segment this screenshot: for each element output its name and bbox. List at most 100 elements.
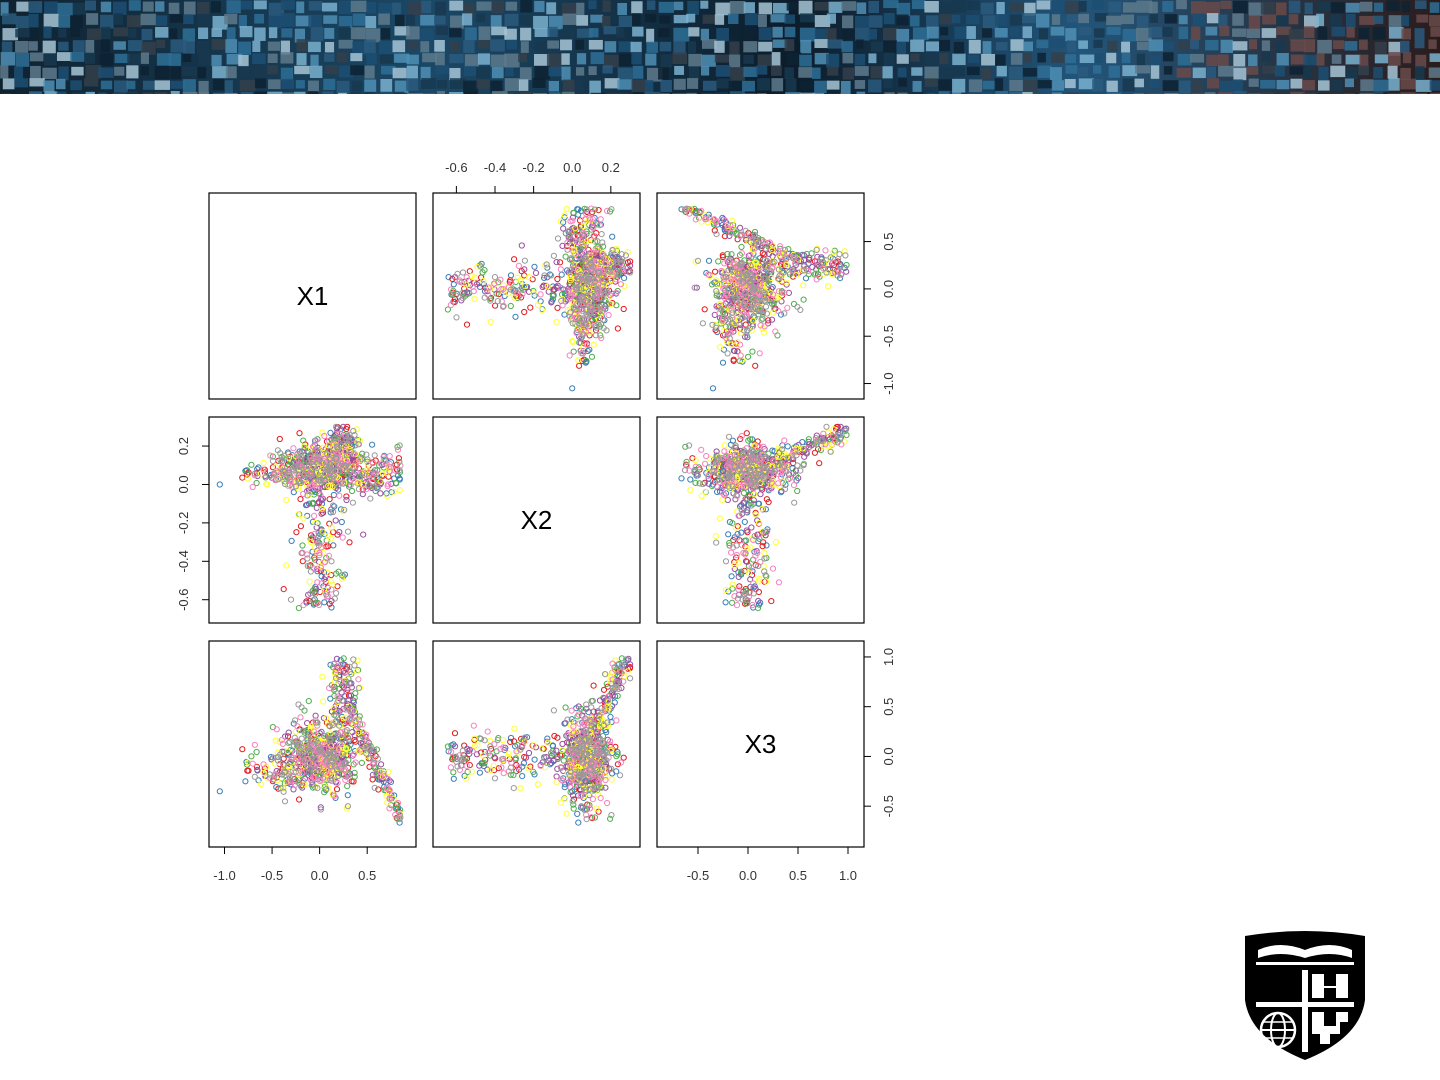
data-point [566,352,573,359]
data-point [336,722,343,729]
data-point [745,593,753,600]
data-point [785,246,792,253]
data-point [317,804,324,811]
data-point [578,334,585,341]
data-point [317,476,324,483]
data-point [314,520,321,527]
data-point [757,491,764,498]
data-point [723,474,730,481]
data-point [296,796,303,803]
data-point [781,246,789,253]
data-point [731,451,738,458]
data-point [583,267,590,274]
data-point [718,267,725,275]
scatter-panel-X1-vs-X2 [444,205,634,392]
data-point [712,321,719,329]
data-point [761,289,768,296]
data-point [569,338,576,345]
data-point [594,291,601,298]
data-point [729,483,736,490]
data-point [576,362,583,369]
data-point [752,256,759,263]
data-point [248,461,255,468]
data-point [534,302,542,309]
data-point [344,803,351,810]
data-point [308,782,315,789]
data-point [305,462,313,469]
data-point [507,734,515,742]
data-point [743,307,750,314]
data-point [615,270,622,277]
data-point [452,292,459,299]
data-point [781,310,788,317]
data-point [310,565,318,572]
data-point [260,761,267,768]
data-point [327,429,334,436]
data-point [357,456,364,463]
data-point [306,598,313,605]
data-point [728,573,735,580]
data-point [731,562,738,569]
data-point [742,227,749,234]
data-point [274,757,281,764]
data-point [812,435,820,442]
data-point [281,798,289,805]
data-point [588,353,596,360]
data-point [800,296,807,303]
data-point [720,216,727,223]
data-point [747,576,754,583]
data-point [298,735,305,742]
data-point [481,267,488,274]
data-point [779,289,786,296]
data-point [451,299,458,306]
data-point [728,229,735,236]
data-point [328,578,335,585]
data-point [518,242,525,249]
data-point [545,288,552,295]
data-point [270,470,278,477]
data-point [750,456,757,463]
data-point [335,697,342,704]
data-point [363,750,370,757]
data-point [530,290,537,297]
data-point [354,657,361,664]
data-point [765,499,772,506]
data-point [297,479,305,486]
data-point [291,742,298,749]
data-point [775,480,782,487]
data-point [303,502,310,509]
data-point [682,443,689,450]
data-point [737,462,744,469]
data-point [741,471,748,478]
data-point [775,453,782,460]
data-point [752,245,759,252]
data-point [527,304,534,311]
data-point [548,299,555,306]
data-point [736,292,744,300]
data-point [584,347,591,355]
data-point [714,304,722,311]
data-point [363,737,370,744]
data-point [331,669,338,676]
data-point [333,675,340,682]
data-point [282,733,289,740]
data-point [363,451,370,458]
data-point [507,302,514,310]
data-point [785,289,793,296]
data-point [612,248,619,255]
data-point [600,304,607,312]
data-point [735,275,742,282]
data-point [541,272,548,279]
data-point [363,486,370,493]
data-point [344,705,351,712]
data-point [622,252,630,259]
data-point [357,454,364,461]
data-point [514,294,521,301]
data-point [331,435,339,442]
data-point [532,269,540,276]
data-point [721,482,728,490]
data-point [510,256,518,263]
data-point [474,263,481,270]
data-point [254,767,261,774]
data-point [612,276,620,283]
